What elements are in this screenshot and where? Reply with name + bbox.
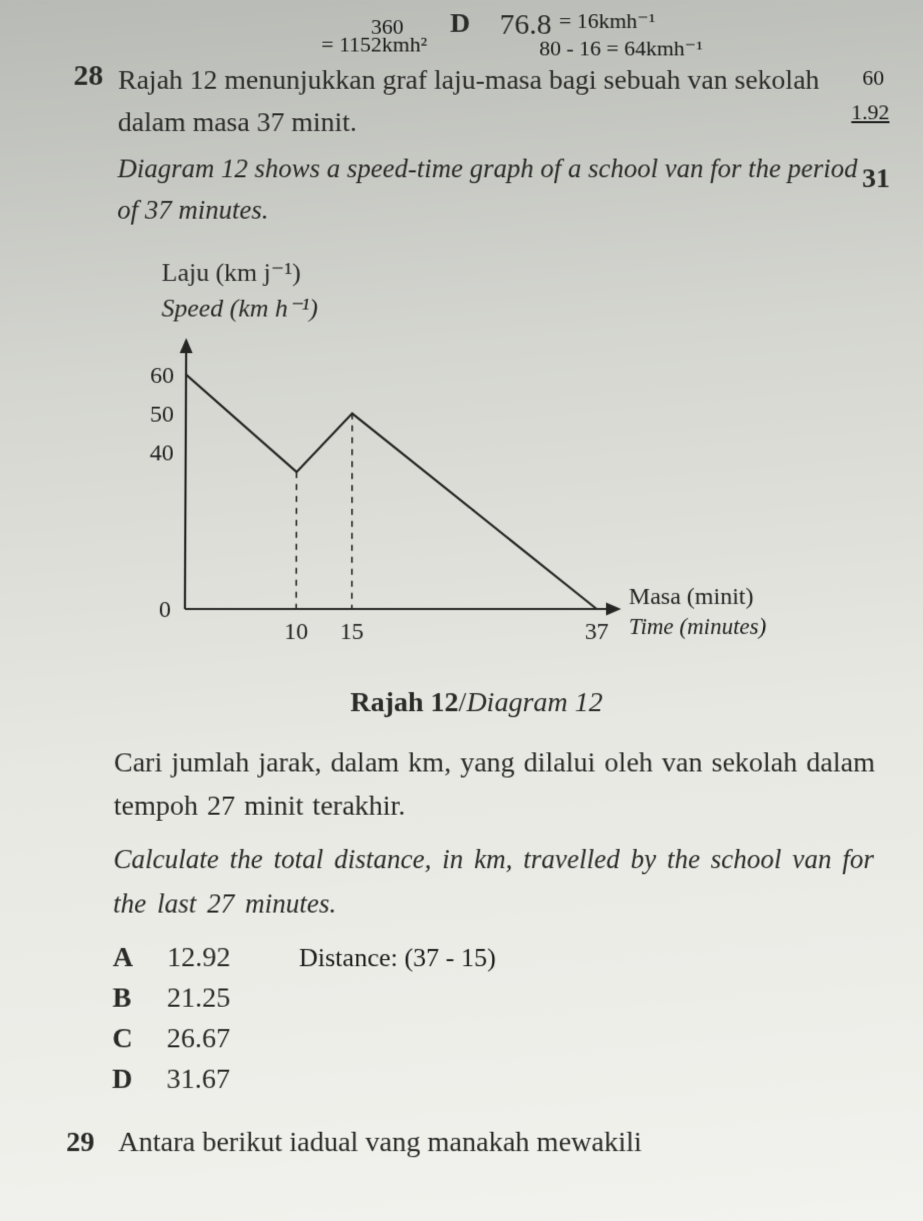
question-block: 28 Rajah 12 menunjukkan graf laju-masa b… <box>72 59 880 231</box>
option-a: A 12.92 Distance: (37 - 15) <box>113 942 886 974</box>
margin-question-number: 31 <box>862 163 890 195</box>
option-b: B 21.25 <box>112 982 886 1014</box>
handwriting-eq3: 80 - 16 = 64kmh⁻¹ <box>539 36 703 61</box>
option-letter: B <box>112 982 138 1014</box>
handwriting-distance: Distance: (37 - 15) <box>299 943 496 973</box>
next-question-text: Antara berikut iadual vang manakah mewak… <box>118 1126 642 1158</box>
svg-text:0: 0 <box>159 597 171 623</box>
svg-text:37: 37 <box>585 619 609 645</box>
question-body-my: Cari jumlah jarak, dalam km, yang dilalu… <box>114 741 885 828</box>
option-value: 26.67 <box>167 1023 231 1055</box>
next-question-number: 29 <box>66 1126 94 1158</box>
question-number: 28 <box>73 59 103 92</box>
option-letter: A <box>113 942 139 974</box>
answer-options: A 12.92 Distance: (37 - 15) B 21.25 C 26… <box>112 942 887 1096</box>
option-value: 21.25 <box>167 982 231 1014</box>
svg-text:Masa (minit): Masa (minit) <box>629 584 754 610</box>
svg-text:40: 40 <box>150 440 174 466</box>
svg-text:Time (minutes): Time (minutes) <box>629 614 766 639</box>
svg-text:50: 50 <box>150 401 174 427</box>
svg-text:10: 10 <box>284 619 308 645</box>
option-value: 31.67 <box>166 1063 230 1096</box>
next-question-fragment: 29 Antara berikut iadual vang manakah me… <box>66 1126 887 1159</box>
y-axis-label-my: Laju (km j⁻¹) <box>162 256 881 291</box>
option-value: 12.92 <box>167 942 231 974</box>
y-axis-label-en: Speed (km h⁻¹) <box>161 290 881 325</box>
chart-svg: 40 50 60 0 10 15 37 Masa (minit) Time (minutes) <box>130 325 831 664</box>
option-letter: D <box>112 1063 138 1096</box>
caption-en: Diagram 12 <box>466 687 602 718</box>
figure-caption: Rajah 12/Diagram 12 <box>69 687 884 719</box>
question-body-en: Calculate the total distance, in km, tra… <box>113 838 885 925</box>
svg-text:15: 15 <box>340 619 364 645</box>
speed-time-chart: Laju (km j⁻¹) Speed (km h⁻¹) 40 50 60 0 10 15… <box>130 256 884 669</box>
handwriting-margin1: 60 <box>862 65 884 91</box>
caption-my: Rajah 12 <box>350 687 458 718</box>
question-text-en: Diagram 12 shows a speed-time graph of a… <box>117 149 880 231</box>
previous-question-fragment: 360 D 76.8 <box>74 16 879 55</box>
prev-option-letter: D <box>450 8 470 39</box>
y-axis-labels: Laju (km j⁻¹) Speed (km h⁻¹) <box>161 256 881 325</box>
question-text-my: Rajah 12 menunjukkan graf laju-masa bagi… <box>118 59 880 144</box>
option-c: C 26.67 <box>112 1023 886 1055</box>
page-content: 360 D 76.8 = 16kmh⁻¹ = 1152kmh² 80 - 16 … <box>0 6 923 1189</box>
handwriting-eq2: = 1152kmh² <box>321 32 427 57</box>
option-d: D 31.67 <box>112 1063 887 1096</box>
handwriting-eq1: = 16kmh⁻¹ <box>559 8 655 33</box>
option-letter: C <box>112 1023 138 1055</box>
handwriting-margin2: 1.92 <box>851 100 889 126</box>
svg-text:60: 60 <box>150 362 174 388</box>
